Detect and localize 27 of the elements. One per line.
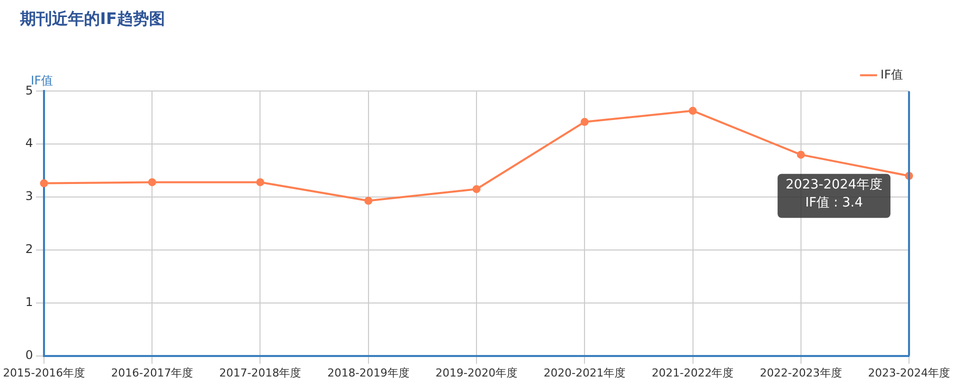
y-tick-label: 3 (25, 189, 33, 204)
point (148, 178, 156, 186)
y-axis-title: IF值 (30, 73, 54, 88)
y-tick-label: 5 (25, 83, 33, 98)
y-tick-label: 2 (25, 242, 33, 256)
point (256, 178, 264, 186)
x-tick-label: 2018-2019年度 (327, 366, 410, 380)
x-tick-label: 2022-2023年度 (760, 366, 842, 380)
point (796, 150, 805, 159)
y-tick-label: 0 (25, 348, 33, 362)
x-tick-label: 2020-2021年度 (544, 366, 626, 380)
y-tick-label: 4 (25, 136, 33, 150)
annotation: 2023-2024年度 IF值 : 3.4 (786, 176, 882, 211)
x-tick-label: 2016-2017年度 (111, 366, 194, 380)
x-tick-label: 2017-2018年度 (219, 366, 302, 380)
point (580, 118, 589, 126)
x-tick-label: 2021-2022年度 (652, 366, 734, 380)
x-tick-label: 2019-2020年度 (436, 366, 518, 380)
x-tick-label: 2023-2024年度 (868, 366, 950, 380)
x-tick-label: 2015-2016年度 (2, 366, 85, 380)
point (364, 196, 372, 205)
chart-title: 期刊近年的IF趋势图 (19, 8, 165, 28)
point (40, 179, 48, 188)
point (472, 185, 480, 194)
legend-label: IF值 (880, 67, 904, 82)
point (688, 106, 697, 115)
y-tick-label: 1 (25, 295, 33, 310)
